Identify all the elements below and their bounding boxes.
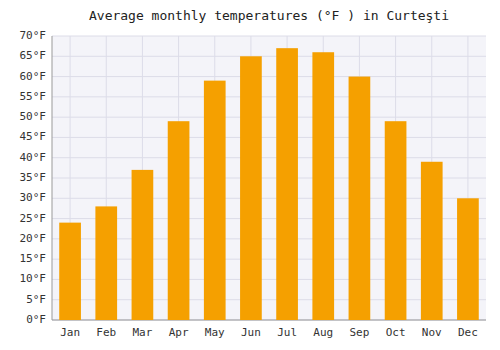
x-tick-label: Mar (132, 326, 152, 339)
chart-svg: 0°F 5°F 10°F 15°F 20°F 25°F 30°F 35°F 40°F 45°F 50… (0, 0, 500, 350)
y-tick-label: 0°F (26, 313, 46, 326)
y-tick-label: 30°F (20, 191, 47, 204)
x-tick-label: Jul (277, 326, 297, 339)
x-tick-label: Aug (313, 326, 333, 339)
x-tick-label: Jun (241, 326, 261, 339)
grid (52, 36, 486, 320)
bar (457, 198, 479, 320)
bar (95, 206, 117, 320)
x-tick-label: Nov (422, 326, 442, 339)
bar (132, 170, 154, 320)
bar (59, 223, 81, 320)
axes: 0°F 5°F 10°F 15°F 20°F 25°F 30°F 35°F 40°F 45°F 50… (20, 29, 487, 339)
y-tick-label: 5°F (26, 293, 46, 306)
y-tick-label: 15°F (20, 252, 47, 265)
bar (385, 121, 407, 320)
bar (349, 77, 371, 320)
bar (204, 81, 226, 320)
y-tick-label: 50°F (20, 110, 47, 123)
x-tick-label: Jan (60, 326, 80, 339)
y-tick-label: 60°F (20, 70, 47, 83)
y-axis-line (52, 36, 53, 320)
bar (421, 162, 443, 320)
y-tick-label: 70°F (20, 29, 47, 42)
x-tick-label: Feb (96, 326, 116, 339)
bar (168, 121, 190, 320)
y-grid-line (52, 117, 486, 118)
bars (59, 48, 479, 320)
x-tick-label: Apr (169, 326, 189, 339)
y-grid-line (52, 96, 486, 97)
y-tick-label: 10°F (20, 272, 47, 285)
bar (240, 56, 262, 320)
chart-container: 0°F 5°F 10°F 15°F 20°F 25°F 30°F 35°F 40°F 45°F 50… (0, 0, 500, 350)
y-grid-line (52, 36, 486, 37)
y-grid-line (52, 56, 486, 57)
y-grid-line (52, 157, 486, 158)
x-tick-label: May (205, 326, 225, 339)
x-tick-label: Oct (386, 326, 406, 339)
y-tick-label: 20°F (20, 232, 47, 245)
plot-background (52, 36, 486, 320)
y-grid-line (52, 76, 486, 77)
y-tick-label: 55°F (20, 90, 47, 103)
bar (276, 48, 298, 320)
y-tick-label: 65°F (20, 49, 47, 62)
y-tick-label: 45°F (20, 130, 47, 143)
chart-title: Average monthly temperatures (°F ) in Cu… (89, 8, 449, 23)
y-grid-line (52, 137, 486, 138)
y-tick-label: 35°F (20, 171, 47, 184)
x-tick-label: Dec (458, 326, 478, 339)
x-tick-label: Sep (349, 326, 369, 339)
y-tick-label: 40°F (20, 151, 47, 164)
bar (312, 52, 334, 320)
y-tick-label: 25°F (20, 212, 47, 225)
